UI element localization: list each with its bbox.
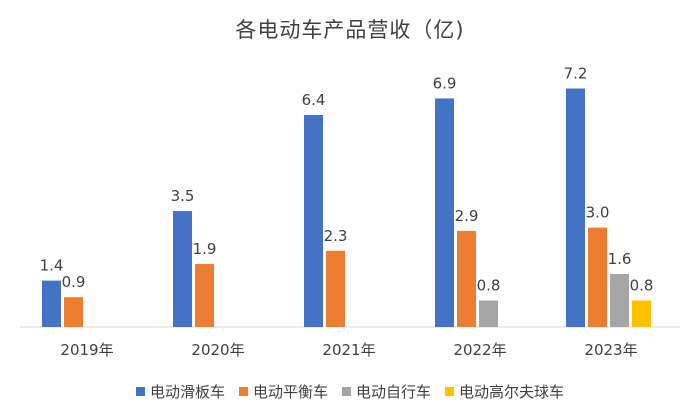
bar-电动滑板车-2019年 bbox=[42, 280, 61, 327]
x-tick-label: 2019年 bbox=[60, 341, 113, 359]
legend-item: 电动平衡车 bbox=[238, 381, 328, 402]
legend-item: 电动滑板车 bbox=[135, 381, 225, 402]
x-tick-label: 2021年 bbox=[322, 341, 375, 359]
x-tick-label: 2022年 bbox=[453, 341, 506, 359]
data-label: 0.8 bbox=[477, 277, 501, 295]
bar-电动平衡车-2019年 bbox=[64, 297, 83, 327]
bar-电动平衡车-2023年 bbox=[588, 227, 607, 327]
data-label: 3.0 bbox=[586, 204, 610, 222]
bar-电动滑板车-2023年 bbox=[566, 88, 585, 327]
legend-label: 电动自行车 bbox=[356, 383, 432, 401]
x-tick-label: 2023年 bbox=[584, 341, 637, 359]
legend-swatch bbox=[342, 387, 351, 396]
legend-swatch bbox=[445, 387, 455, 396]
chart-title: 各电动车产品营收（亿) bbox=[235, 18, 465, 42]
x-tick-label: 2020年 bbox=[191, 341, 244, 359]
legend-swatch bbox=[135, 387, 145, 396]
data-label: 2.3 bbox=[324, 227, 348, 245]
data-label: 1.9 bbox=[193, 240, 217, 258]
data-label: 3.5 bbox=[171, 187, 195, 205]
data-label: 6.4 bbox=[302, 91, 326, 109]
bar-电动滑板车-2020年 bbox=[173, 211, 192, 327]
bar-电动自行车-2022年 bbox=[479, 300, 498, 327]
legend-label: 电动滑板车 bbox=[149, 383, 225, 401]
legend-item: 电动高尔夫球车 bbox=[445, 381, 564, 402]
legend-label: 电动高尔夫球车 bbox=[459, 383, 565, 401]
legend-swatch bbox=[238, 387, 248, 396]
data-label: 6.9 bbox=[433, 74, 457, 92]
bar-电动自行车-2023年 bbox=[610, 274, 629, 327]
legend-label: 电动平衡车 bbox=[252, 383, 328, 401]
data-label: 1.6 bbox=[608, 250, 632, 268]
bar-电动滑板车-2022年 bbox=[435, 98, 454, 327]
data-label: 0.8 bbox=[630, 277, 654, 295]
bar-电动滑板车-2021年 bbox=[304, 115, 323, 327]
data-label: 0.9 bbox=[62, 273, 86, 291]
data-label: 7.2 bbox=[564, 65, 588, 83]
bar-电动平衡车-2020年 bbox=[195, 264, 214, 327]
bar-电动高尔夫球车-2023年 bbox=[632, 300, 651, 327]
data-label: 1.4 bbox=[40, 257, 64, 275]
chart-legend: 电动滑板车 电动平衡车 电动自行车 电动高尔夫球车 bbox=[0, 381, 700, 402]
bar-电动平衡车-2022年 bbox=[457, 230, 476, 327]
legend-item: 电动自行车 bbox=[342, 381, 431, 402]
data-label: 2.9 bbox=[455, 207, 479, 225]
bar-电动平衡车-2021年 bbox=[326, 250, 345, 327]
